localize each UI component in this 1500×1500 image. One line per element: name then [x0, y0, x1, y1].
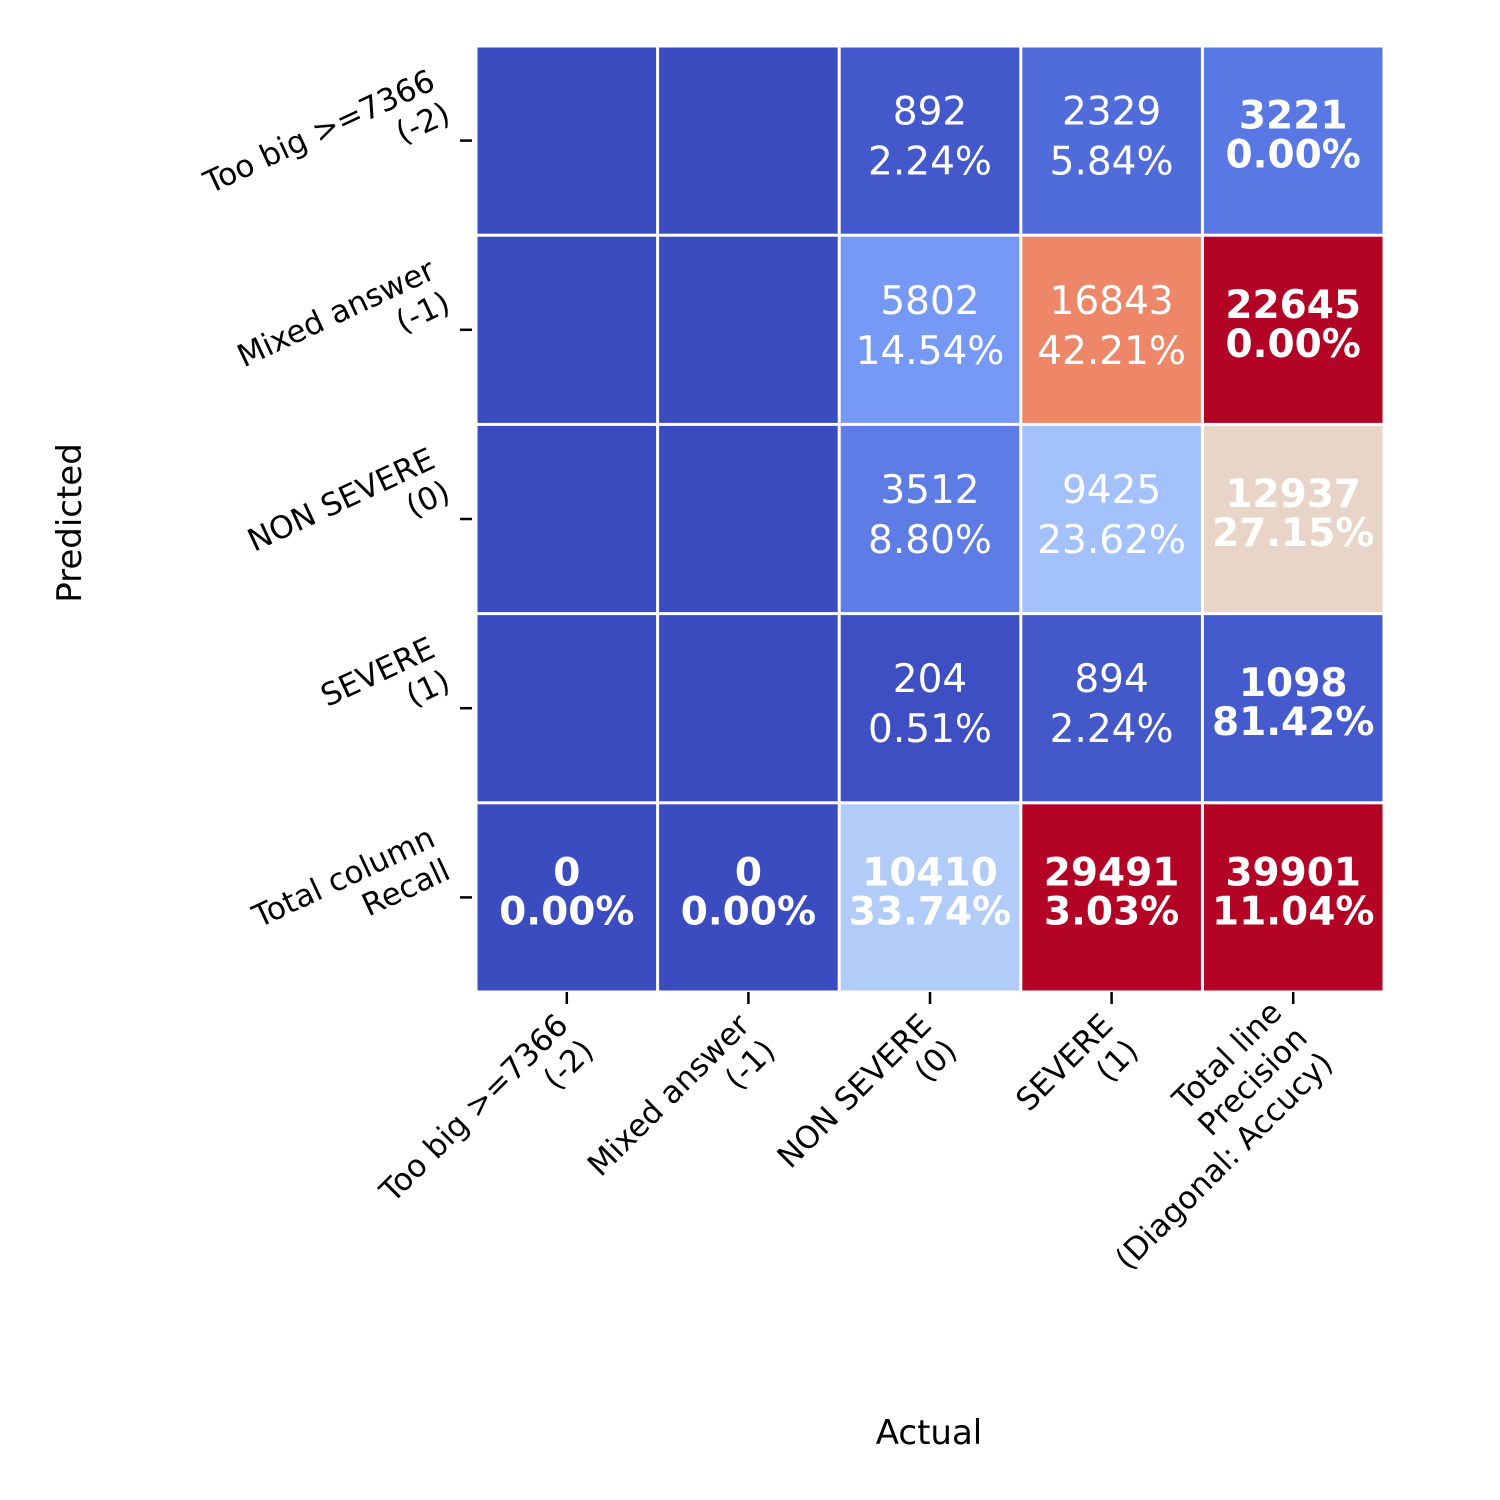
- cell-pct-r4-c4: 11.04%: [1212, 889, 1374, 934]
- cell-pct-r0-c3: 5.84%: [1050, 140, 1174, 185]
- cell-pct-r0-c2: 2.24%: [868, 140, 992, 185]
- y-tick-label-0: Too big >=7366(-2): [198, 63, 456, 234]
- heatmap-cell-r3-c4: [1203, 615, 1383, 802]
- heatmap-cell-r2-c0: [477, 425, 657, 613]
- heatmap-cell-r0-c2: [840, 47, 1020, 234]
- y-tick-label-2: NON SEVERE(0): [242, 441, 455, 592]
- heatmap-cell-r1-c1: [659, 236, 838, 423]
- cell-count-r1-c4: 22645: [1225, 283, 1361, 328]
- y-tick-label-3: SEVERE(1): [315, 630, 455, 746]
- y-tick-label-4: Total columnRecall: [246, 820, 455, 969]
- cell-count-r4-c3: 29491: [1044, 850, 1180, 895]
- y-axis-label: Predicted: [50, 443, 90, 603]
- cell-count-r1-c2: 5802: [880, 279, 979, 324]
- x-tick-label-3: SEVERE(1): [1009, 1007, 1146, 1144]
- cell-pct-r4-c3: 3.03%: [1044, 889, 1179, 934]
- heatmap-cell-r1-c2: [840, 236, 1020, 423]
- heatmap-cell-r3-c3: [1022, 615, 1201, 802]
- cell-pct-r3-c2: 0.51%: [868, 707, 992, 752]
- heatmap-cell-r4-c4: [1203, 804, 1383, 991]
- cell-count-r2-c2: 3512: [880, 468, 979, 513]
- heatmap-cells: [477, 47, 1383, 991]
- heatmap-cell-r1-c0: [477, 236, 657, 423]
- x-axis-label: Actual: [876, 1413, 983, 1453]
- cell-pct-r4-c1: 0.00%: [681, 889, 816, 934]
- heatmap-cell-r4-c2: [840, 804, 1020, 991]
- cell-pct-r0-c4: 0.00%: [1226, 133, 1361, 178]
- x-tick-label-1: Mixed answer(-1): [581, 1007, 783, 1209]
- cell-count-r0-c2: 892: [893, 90, 967, 135]
- cell-pct-r1-c3: 42.21%: [1037, 329, 1186, 374]
- heatmap-cell-r3-c1: [659, 615, 838, 802]
- cell-count-r4-c1: 0: [735, 850, 762, 895]
- cell-pct-r4-c0: 0.00%: [499, 889, 634, 934]
- cell-pct-r4-c2: 33.74%: [849, 889, 1011, 934]
- heatmap-cell-r2-c1: [659, 425, 838, 613]
- heatmap-cell-r0-c0: [477, 47, 657, 234]
- heatmap-cell-r2-c2: [840, 425, 1020, 613]
- heatmap-cell-r3-c2: [840, 615, 1020, 802]
- heatmap-cell-r1-c3: [1022, 236, 1201, 423]
- cell-count-r3-c2: 204: [893, 657, 967, 702]
- cell-count-r2-c3: 9425: [1062, 468, 1161, 513]
- cell-count-r2-c4: 12937: [1225, 472, 1361, 517]
- heatmap-cell-r4-c0: [477, 804, 657, 991]
- cell-pct-r3-c3: 2.24%: [1050, 707, 1174, 752]
- cell-count-r0-c3: 2329: [1062, 90, 1161, 135]
- cell-count-r0-c4: 3221: [1239, 94, 1348, 139]
- heatmap-cell-r0-c1: [659, 47, 838, 234]
- cell-pct-r2-c2: 8.80%: [868, 518, 992, 563]
- cell-count-r4-c0: 0: [553, 850, 580, 895]
- y-tick-label-1: Mixed answer(-1): [232, 252, 456, 408]
- heatmap-cell-r1-c4: [1203, 236, 1383, 423]
- cell-count-r3-c3: 894: [1074, 657, 1148, 702]
- heatmap-cell-r2-c3: [1022, 425, 1201, 613]
- cell-pct-r1-c2: 14.54%: [856, 329, 1005, 374]
- heatmap-cell-r3-c0: [477, 615, 657, 802]
- heatmap-cell-r2-c4: [1203, 425, 1383, 613]
- cell-count-r4-c4: 39901: [1225, 850, 1361, 895]
- cell-count-r3-c4: 1098: [1239, 661, 1348, 706]
- heatmap-cell-r4-c1: [659, 804, 838, 991]
- x-tick-label-0: Too big >=7366(-2): [372, 1007, 600, 1235]
- cell-pct-r3-c4: 81.42%: [1212, 700, 1374, 745]
- heatmap-cell-r0-c4: [1203, 47, 1383, 234]
- cell-annotations: 8922.24%23295.84%32210.00%580214.54%1684…: [499, 90, 1374, 935]
- cell-pct-r2-c4: 27.15%: [1212, 511, 1374, 556]
- cell-pct-r1-c4: 0.00%: [1226, 322, 1361, 367]
- heatmap-cell-r4-c3: [1022, 804, 1201, 991]
- heatmap-cell-r0-c3: [1022, 47, 1201, 234]
- cell-count-r4-c2: 10410: [862, 850, 998, 895]
- x-tick-label-2: NON SEVERE(0): [771, 1007, 965, 1201]
- cell-pct-r2-c3: 23.62%: [1037, 518, 1186, 563]
- cell-count-r1-c3: 16843: [1050, 279, 1174, 324]
